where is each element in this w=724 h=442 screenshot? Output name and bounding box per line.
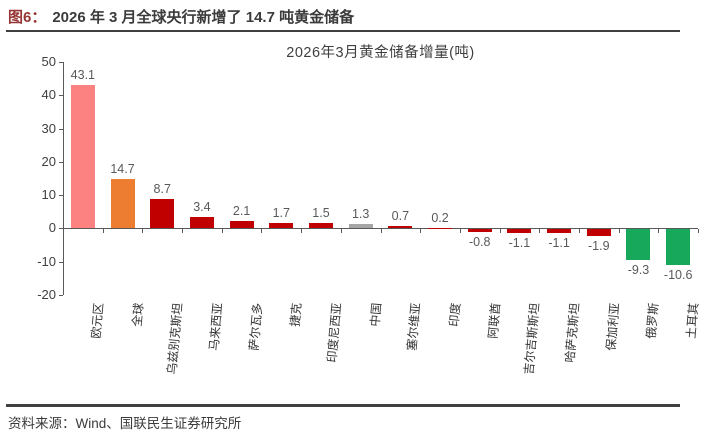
bar-value-label: 14.7 [110, 162, 135, 177]
y-axis-tick-label: 20 [41, 153, 56, 169]
y-axis-tick-label: 10 [41, 187, 56, 203]
y-axis-tick-mark [59, 195, 63, 197]
figure-header: 图6： 2026 年 3 月全球央行新增了 14.7 吨黄金储备 [8, 6, 708, 27]
bar-value-label: 3.4 [193, 200, 211, 215]
bar-value-label: 8.7 [153, 182, 171, 197]
x-axis-tick-mark [221, 229, 223, 234]
category-label: 吉尔吉斯斯坦 [522, 302, 543, 376]
category-label: 塞尔维亚 [405, 302, 424, 352]
category-label: 欧元区 [88, 302, 106, 340]
y-axis-tick-label: 0 [48, 220, 56, 236]
bar [428, 227, 453, 229]
bar [507, 229, 532, 234]
x-axis-tick-mark [142, 229, 144, 234]
bar-value-label: 1.5 [312, 206, 330, 221]
bar [586, 229, 611, 236]
bar-value-label: -1.1 [548, 236, 570, 251]
x-axis-tick-mark [459, 229, 461, 234]
category-label: 土耳其 [684, 302, 702, 340]
bar-value-label: -0.8 [468, 235, 491, 250]
x-axis-tick-mark [301, 229, 303, 234]
bar [269, 222, 294, 229]
y-axis-tick-mark [59, 95, 63, 97]
bar [308, 223, 333, 229]
x-axis-tick-mark [63, 229, 64, 234]
bar [467, 229, 492, 233]
category-label: 中国 [367, 302, 384, 328]
y-axis-tick-mark [59, 62, 63, 63]
bar [110, 179, 135, 229]
y-axis-tick-mark [59, 128, 63, 130]
bar-value-label: -10.6 [663, 267, 693, 282]
bar [150, 199, 175, 229]
y-axis-line [63, 62, 64, 295]
category-label: 乌兹别克斯坦 [164, 302, 186, 376]
x-axis-line [63, 228, 698, 230]
bar [348, 224, 373, 229]
bar-value-label: -1.9 [588, 238, 610, 253]
chart-title: 2026年3月黄金储备增量(吨) [286, 45, 475, 61]
bar [547, 229, 572, 234]
y-axis-tick-label: 50 [41, 54, 56, 69]
y-axis-tick-mark [59, 295, 63, 296]
bar [70, 84, 95, 229]
category-label: 萨尔瓦多 [246, 302, 265, 352]
footer-divider-line [6, 404, 680, 407]
bar-value-label: -1.1 [508, 236, 531, 251]
category-label: 阿联酋 [485, 302, 503, 340]
header-divider-line [6, 30, 680, 32]
x-axis-tick-mark [578, 229, 580, 234]
bar-value-label: 2.1 [232, 204, 251, 219]
y-axis-tick-label: 40 [41, 87, 56, 103]
category-label: 保加利亚 [603, 302, 622, 352]
bar-value-label: 0.2 [431, 210, 449, 225]
x-axis-tick-mark [380, 229, 382, 234]
x-axis-tick-mark [420, 229, 422, 234]
category-label: 捷克 [288, 302, 305, 328]
bar-value-label: -9.3 [627, 263, 650, 278]
x-axis-tick-mark [618, 229, 620, 234]
x-axis-tick-mark [182, 229, 184, 234]
x-axis-tick-mark [698, 229, 699, 234]
x-axis-tick-mark [499, 229, 501, 234]
y-axis-tick-label: 30 [41, 120, 56, 136]
bar-value-label: 1.7 [272, 205, 290, 220]
category-label: 印度 [446, 302, 463, 328]
bar-value-label: 1.3 [351, 207, 370, 222]
y-axis-tick-mark [59, 161, 63, 163]
y-axis-tick-mark [59, 228, 63, 230]
figure-title: 2026 年 3 月全球央行新增了 14.7 吨黄金储备 [52, 9, 355, 26]
bar [229, 221, 254, 229]
x-axis-tick-mark [539, 229, 541, 234]
y-axis-tick-label: -20 [37, 287, 56, 302]
category-label: 印度尼西亚 [324, 302, 344, 364]
category-label: 马来西亚 [206, 302, 225, 352]
bar [388, 226, 413, 229]
x-axis-tick-mark [261, 229, 263, 234]
bar-value-label: 43.1 [70, 67, 96, 82]
y-axis-tick-label: -10 [37, 253, 56, 269]
category-label: 哈萨克斯坦 [562, 302, 583, 364]
figure-number-label: 图6： [8, 9, 47, 26]
category-label: 全球 [129, 302, 146, 328]
bar [626, 229, 651, 261]
data-source-note: 资料来源：Wind、国联民生证券研究所 [8, 416, 242, 431]
category-label: 俄罗斯 [644, 302, 662, 340]
bar [189, 217, 214, 229]
x-axis-tick-mark [340, 229, 342, 234]
x-axis-tick-mark [102, 229, 104, 234]
bar-value-label: 0.7 [391, 209, 410, 224]
y-axis-tick-mark [59, 261, 63, 263]
x-axis-tick-mark [658, 229, 660, 234]
bar [666, 229, 691, 265]
